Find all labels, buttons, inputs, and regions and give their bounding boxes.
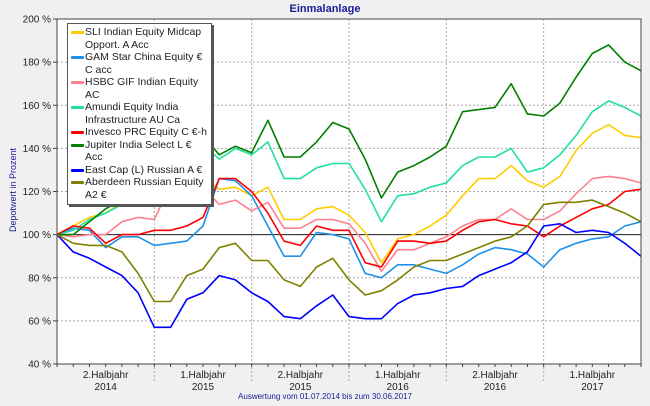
x-tick-label-year: 2014 (95, 382, 118, 393)
y-tick-label: 200 % (23, 15, 51, 26)
x-tick-label-period: 2.Halbjahr (472, 370, 518, 381)
y-tick-label: 140 % (23, 144, 51, 155)
legend-label: HSBC GIF Indian Equity AC (85, 76, 199, 101)
legend-label: SLI Indian Equity Midcap Opport. A Acc (85, 26, 202, 51)
y-tick-label: 100 % (23, 230, 51, 241)
x-tick-label-period: 2.Halbjahr (278, 370, 324, 381)
y-axis-label: Depotwert in Prozent (8, 147, 18, 233)
x-tick-label-year: 2017 (581, 382, 604, 393)
legend-item: HSBC GIF Indian Equity AC (71, 76, 209, 101)
series-line-gam-star-china-equity-c-acc (56, 177, 642, 279)
evaluation-period-label: Auswertung vom 01.07.2014 bis zum 30.06.… (238, 392, 412, 401)
legend-swatch (71, 143, 84, 147)
legend-item: Aberdeen Russian Equity A2 € (71, 176, 209, 201)
legend-item: East Cap (L) Russian A € (71, 164, 209, 177)
legend-label: GAM Star China Equity € C acc (85, 51, 203, 76)
series-line-hsbc-gif-indian-equity-ac (56, 175, 642, 273)
x-tick-label-year: 2015 (289, 382, 312, 393)
legend-swatch (71, 181, 84, 184)
series-line-invesco-prc-equity-c-h (56, 177, 642, 268)
legend-label: Jupiter India Select L € Acc (85, 138, 192, 164)
series-line-east-cap-l-russian-a (56, 223, 642, 329)
chart-title: Einmalanlage (289, 3, 361, 15)
y-tick-label: 180 % (23, 58, 51, 69)
x-tick-label-year: 2015 (192, 382, 215, 393)
legend-item: SLI Indian Equity Midcap Opport. A Acc (71, 26, 209, 51)
legend-swatch (71, 168, 84, 172)
y-tick-label: 160 % (23, 101, 51, 112)
legend-item: Invesco PRC Equity C €-h (71, 126, 209, 139)
x-tick-label-period: 2.Halbjahr (83, 370, 129, 381)
legend-swatch (71, 131, 84, 134)
legend-label: Amundi Equity India Infrastructure AU Ca (85, 101, 181, 126)
legend-item: GAM Star China Equity € C acc (71, 51, 209, 76)
legend-swatch (71, 106, 84, 109)
plot-border (56, 18, 642, 365)
series-line-aberdeen-russian-equity-a2 (56, 199, 642, 303)
x-tick-label-year: 2016 (484, 382, 507, 393)
legend-label: Aberdeen Russian Equity A2 € (85, 176, 204, 201)
x-tick-label-period: 1.Halbjahr (180, 370, 226, 381)
legend-item: Jupiter India Select L € Acc (71, 139, 209, 164)
legend-label: Invesco PRC Equity C €-h (85, 126, 207, 138)
y-tick-label: 60 % (28, 316, 51, 327)
y-tick-label: 80 % (28, 273, 51, 284)
legend: SLI Indian Equity Midcap Opport. A Acc GA… (67, 23, 212, 205)
x-tick-label-period: 1.Halbjahr (375, 370, 421, 381)
legend-swatch (71, 31, 84, 34)
legend-swatch (71, 81, 84, 84)
legend-item: Amundi Equity India Infrastructure AU Ca (71, 101, 209, 126)
legend-swatch (71, 56, 84, 59)
x-tick-label-year: 2016 (387, 382, 410, 393)
x-tick-label-period: 1.Halbjahr (570, 370, 616, 381)
y-tick-label: 40 % (28, 360, 51, 371)
legend-label: East Cap (L) Russian A € (85, 163, 203, 176)
y-tick-label: 120 % (23, 187, 51, 198)
